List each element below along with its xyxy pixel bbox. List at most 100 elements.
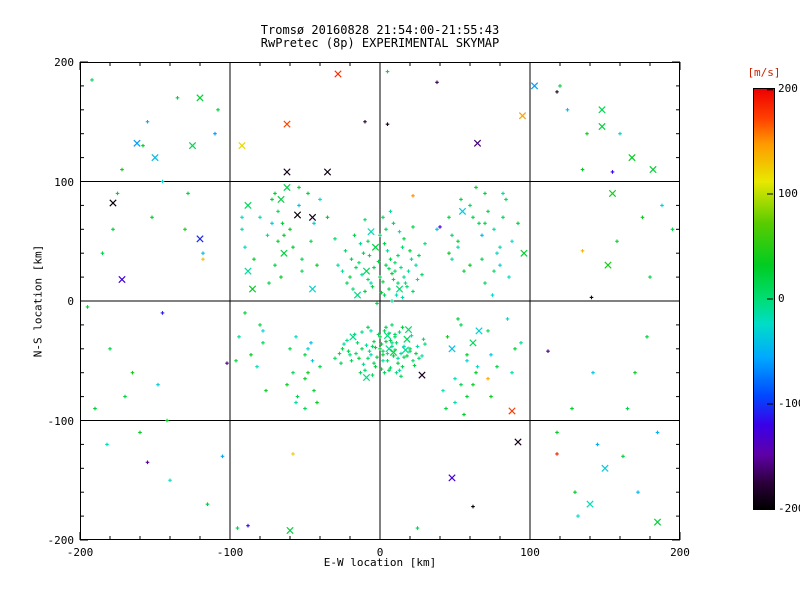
scatter-point bbox=[633, 370, 637, 375]
scatter-point bbox=[384, 263, 388, 267]
scatter-point bbox=[358, 241, 363, 246]
scatter-point bbox=[351, 287, 355, 291]
scatter-point-x bbox=[520, 249, 528, 257]
colorbar-tick-label: 0 bbox=[778, 292, 785, 305]
scatter-point bbox=[456, 245, 460, 250]
scatter-point bbox=[387, 331, 391, 336]
scatter-point bbox=[372, 265, 376, 270]
scatter-point bbox=[220, 454, 225, 459]
scatter-point bbox=[396, 361, 400, 365]
scatter-point bbox=[591, 370, 595, 375]
scatter-point bbox=[636, 490, 640, 494]
scatter-point bbox=[90, 78, 94, 82]
scatter-point bbox=[168, 478, 172, 483]
scatter-point-x bbox=[334, 70, 342, 78]
scatter-point bbox=[447, 251, 451, 255]
scatter-point bbox=[580, 167, 585, 172]
scatter-point bbox=[381, 280, 385, 284]
scatter-point bbox=[265, 233, 270, 238]
scatter-point bbox=[270, 197, 274, 202]
scatter-point bbox=[625, 406, 630, 411]
scatter-point bbox=[444, 406, 448, 411]
scatter-point-x bbox=[598, 106, 606, 114]
scatter-point-x bbox=[277, 195, 285, 204]
scatter-point bbox=[366, 325, 370, 330]
scatter-point bbox=[402, 237, 406, 241]
scatter-point bbox=[382, 293, 387, 297]
scatter-point bbox=[291, 370, 295, 375]
scatter-point bbox=[375, 355, 379, 359]
scatter-point bbox=[504, 197, 508, 202]
scatter-point bbox=[393, 269, 397, 273]
scatter-point bbox=[111, 227, 115, 232]
scatter-point bbox=[391, 221, 396, 226]
scatter-point bbox=[576, 514, 580, 518]
scatter-point bbox=[519, 341, 523, 345]
scatter-point-x bbox=[353, 291, 362, 299]
scatter-point bbox=[399, 351, 403, 356]
scatter-point bbox=[405, 284, 409, 289]
scatter-point-x bbox=[475, 327, 483, 335]
scatter-point bbox=[393, 260, 397, 265]
scatter-point bbox=[349, 358, 354, 363]
scatter-point bbox=[249, 352, 253, 357]
scatter-point bbox=[343, 249, 348, 253]
scatter-point bbox=[361, 362, 366, 367]
scatter-point bbox=[411, 358, 415, 363]
scatter-point bbox=[375, 301, 379, 306]
scatter-point bbox=[655, 430, 660, 435]
scatter-point-x bbox=[133, 139, 141, 147]
scatter-point bbox=[397, 368, 402, 373]
scatter-point bbox=[489, 352, 493, 357]
scatter-point bbox=[160, 179, 165, 184]
scatter-point bbox=[423, 241, 427, 246]
scatter-point bbox=[411, 289, 415, 294]
scatter-point bbox=[325, 215, 330, 220]
x-tick-label: 200 bbox=[670, 546, 690, 559]
scatter-point bbox=[492, 269, 496, 273]
scatter-point bbox=[390, 323, 394, 327]
scatter-point bbox=[495, 251, 499, 255]
scatter-point bbox=[400, 364, 405, 369]
scatter-point bbox=[346, 349, 351, 353]
scatter-point bbox=[364, 343, 369, 348]
scatter-plot-area bbox=[79, 61, 681, 541]
scatter-point bbox=[384, 339, 388, 344]
scatter-point bbox=[352, 233, 357, 238]
scatter-point-x bbox=[283, 183, 291, 192]
scatter-point bbox=[175, 96, 180, 100]
scatter-point bbox=[345, 338, 349, 343]
scatter-point bbox=[384, 227, 388, 232]
scatter-point bbox=[306, 347, 310, 351]
scatter-point bbox=[480, 257, 484, 261]
scatter-point bbox=[141, 143, 145, 148]
y-tick-label: -100 bbox=[47, 414, 75, 428]
scatter-point bbox=[507, 275, 511, 279]
scatter-point-x bbox=[395, 285, 404, 293]
scatter-point bbox=[621, 454, 625, 459]
scatter-point bbox=[474, 185, 478, 190]
scatter-point bbox=[495, 364, 499, 369]
scatter-point-x bbox=[601, 464, 609, 472]
scatter-point bbox=[276, 239, 280, 244]
scatter-point bbox=[255, 364, 259, 369]
scatter-point bbox=[348, 275, 352, 279]
scatter-point bbox=[363, 289, 367, 294]
scatter-point bbox=[309, 341, 313, 345]
scatter-point bbox=[423, 342, 427, 346]
scatter-point bbox=[483, 221, 487, 226]
scatter-point bbox=[450, 233, 454, 238]
scatter-point bbox=[252, 257, 256, 261]
scatter-point bbox=[337, 351, 342, 356]
figure-title: Tromsø 20160828 21:54:00-21:55:43 bbox=[260, 23, 500, 37]
scatter-point bbox=[580, 249, 585, 253]
scatter-point bbox=[570, 406, 574, 411]
scatter-point bbox=[397, 229, 402, 234]
scatter-point bbox=[402, 355, 406, 359]
scatter-point bbox=[363, 119, 367, 124]
scatter-point bbox=[333, 356, 337, 361]
scatter-point-x bbox=[401, 346, 410, 354]
scatter-point-x bbox=[458, 207, 467, 215]
scatter-point bbox=[393, 348, 397, 352]
